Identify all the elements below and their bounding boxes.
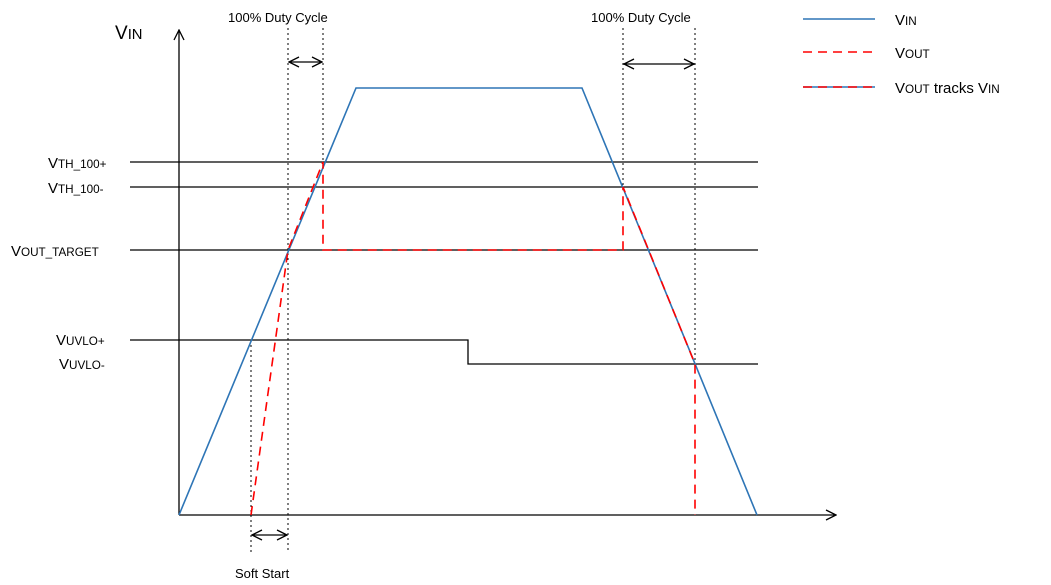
vout-waveform — [250, 161, 696, 516]
dotted-markers — [250, 28, 696, 552]
label-vout-target: VOUT_TARGET — [11, 243, 99, 260]
label-vth-100-plus: VTH_100+ — [48, 155, 107, 172]
legend-vin-label: VIN — [895, 12, 917, 29]
soft-start-label: Soft Start — [235, 566, 290, 581]
duty-cycle-left-label: 100% Duty Cycle — [228, 10, 328, 25]
duty-cycle-right-label: 100% Duty Cycle — [591, 10, 691, 25]
label-vth-100-minus: VTH_100- — [48, 180, 104, 197]
legend-vout-tracks-label: VOUT tracks VIN — [895, 80, 1000, 97]
label-vuvlo-minus: VUVLO- — [59, 356, 105, 373]
legend-vout-label: VOUT — [895, 45, 930, 62]
legend: VIN VOUT VOUT tracks VIN — [803, 12, 1000, 97]
vuvlo-line — [130, 339, 758, 365]
label-vuvlo-plus: VUVLO+ — [56, 332, 105, 349]
y-axis-label: VIN — [115, 23, 143, 44]
